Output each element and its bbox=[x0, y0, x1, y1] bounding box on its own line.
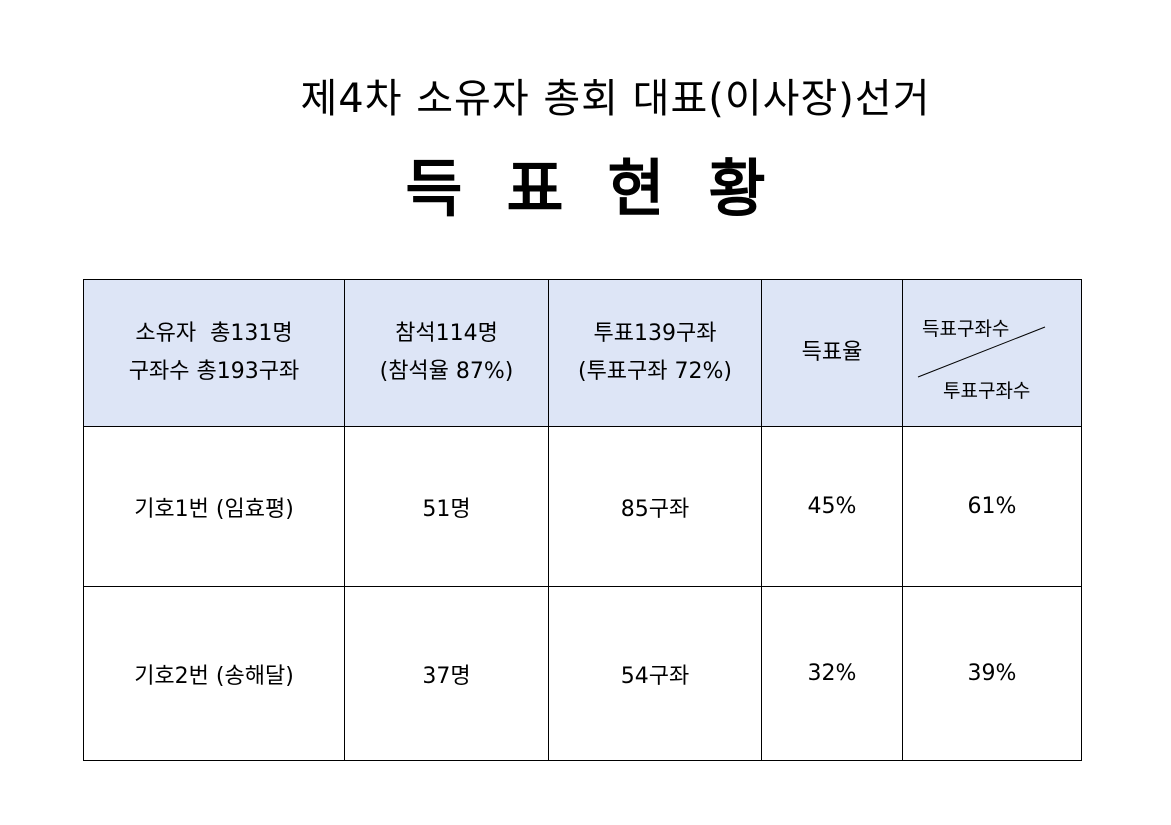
table-row: 기호1번 (임효평) 51명 85구좌 45% 61% bbox=[83, 426, 1082, 587]
document-subtitle: 득표현황 bbox=[405, 152, 810, 225]
candidate-cell: 기호1번 (임효평) bbox=[83, 426, 345, 587]
vote-rate-cell: 32% bbox=[761, 586, 903, 761]
header-account-rate-cell: 득표구좌수 투표구좌수 bbox=[902, 279, 1082, 427]
header-attendance-cell: 참석114명 (참석율 87%) bbox=[344, 279, 549, 427]
vote-rate-cell: 45% bbox=[761, 426, 903, 587]
header-attendance-line2: (참석율 87%) bbox=[379, 359, 514, 384]
attendees-cell: 51명 bbox=[344, 426, 549, 587]
attendees-cell: 37명 bbox=[344, 586, 549, 761]
accounts-cell: 85구좌 bbox=[548, 426, 762, 587]
candidate-cell: 기호2번 (송해달) bbox=[83, 586, 345, 761]
header-votes-line2: (투표구좌 72%) bbox=[577, 359, 733, 384]
account-rate-cell: 61% bbox=[902, 426, 1082, 587]
header-attendance-line1: 참석114명 bbox=[395, 321, 498, 346]
diagonal-divider-line bbox=[917, 326, 1046, 378]
header-owners-line1: 소유자 총131명 bbox=[135, 321, 293, 346]
table-header-row: 소유자 총131명 구좌수 총193구좌 참석114명 (참석율 87%) 투표… bbox=[83, 279, 1082, 427]
header-owners-cell: 소유자 총131명 구좌수 총193구좌 bbox=[83, 279, 345, 427]
header-diag-bottom-label: 투표구좌수 bbox=[943, 380, 1031, 402]
document-title: 제4차 소유자 총회 대표(이사장)선거 bbox=[300, 76, 931, 122]
header-owners-line2: 구좌수 총193구좌 bbox=[128, 359, 300, 384]
header-vote-rate-cell: 득표율 bbox=[761, 279, 903, 427]
header-votes-cell: 투표139구좌 (투표구좌 72%) bbox=[548, 279, 762, 427]
table-row: 기호2번 (송해달) 37명 54구좌 32% 39% bbox=[83, 586, 1082, 761]
account-rate-cell: 39% bbox=[902, 586, 1082, 761]
header-votes-line1: 투표139구좌 bbox=[593, 321, 717, 346]
header-diag-top-label: 득표구좌수 bbox=[922, 318, 1010, 340]
results-table: 소유자 총131명 구좌수 총193구좌 참석114명 (참석율 87%) 투표… bbox=[83, 279, 1082, 761]
accounts-cell: 54구좌 bbox=[548, 586, 762, 761]
